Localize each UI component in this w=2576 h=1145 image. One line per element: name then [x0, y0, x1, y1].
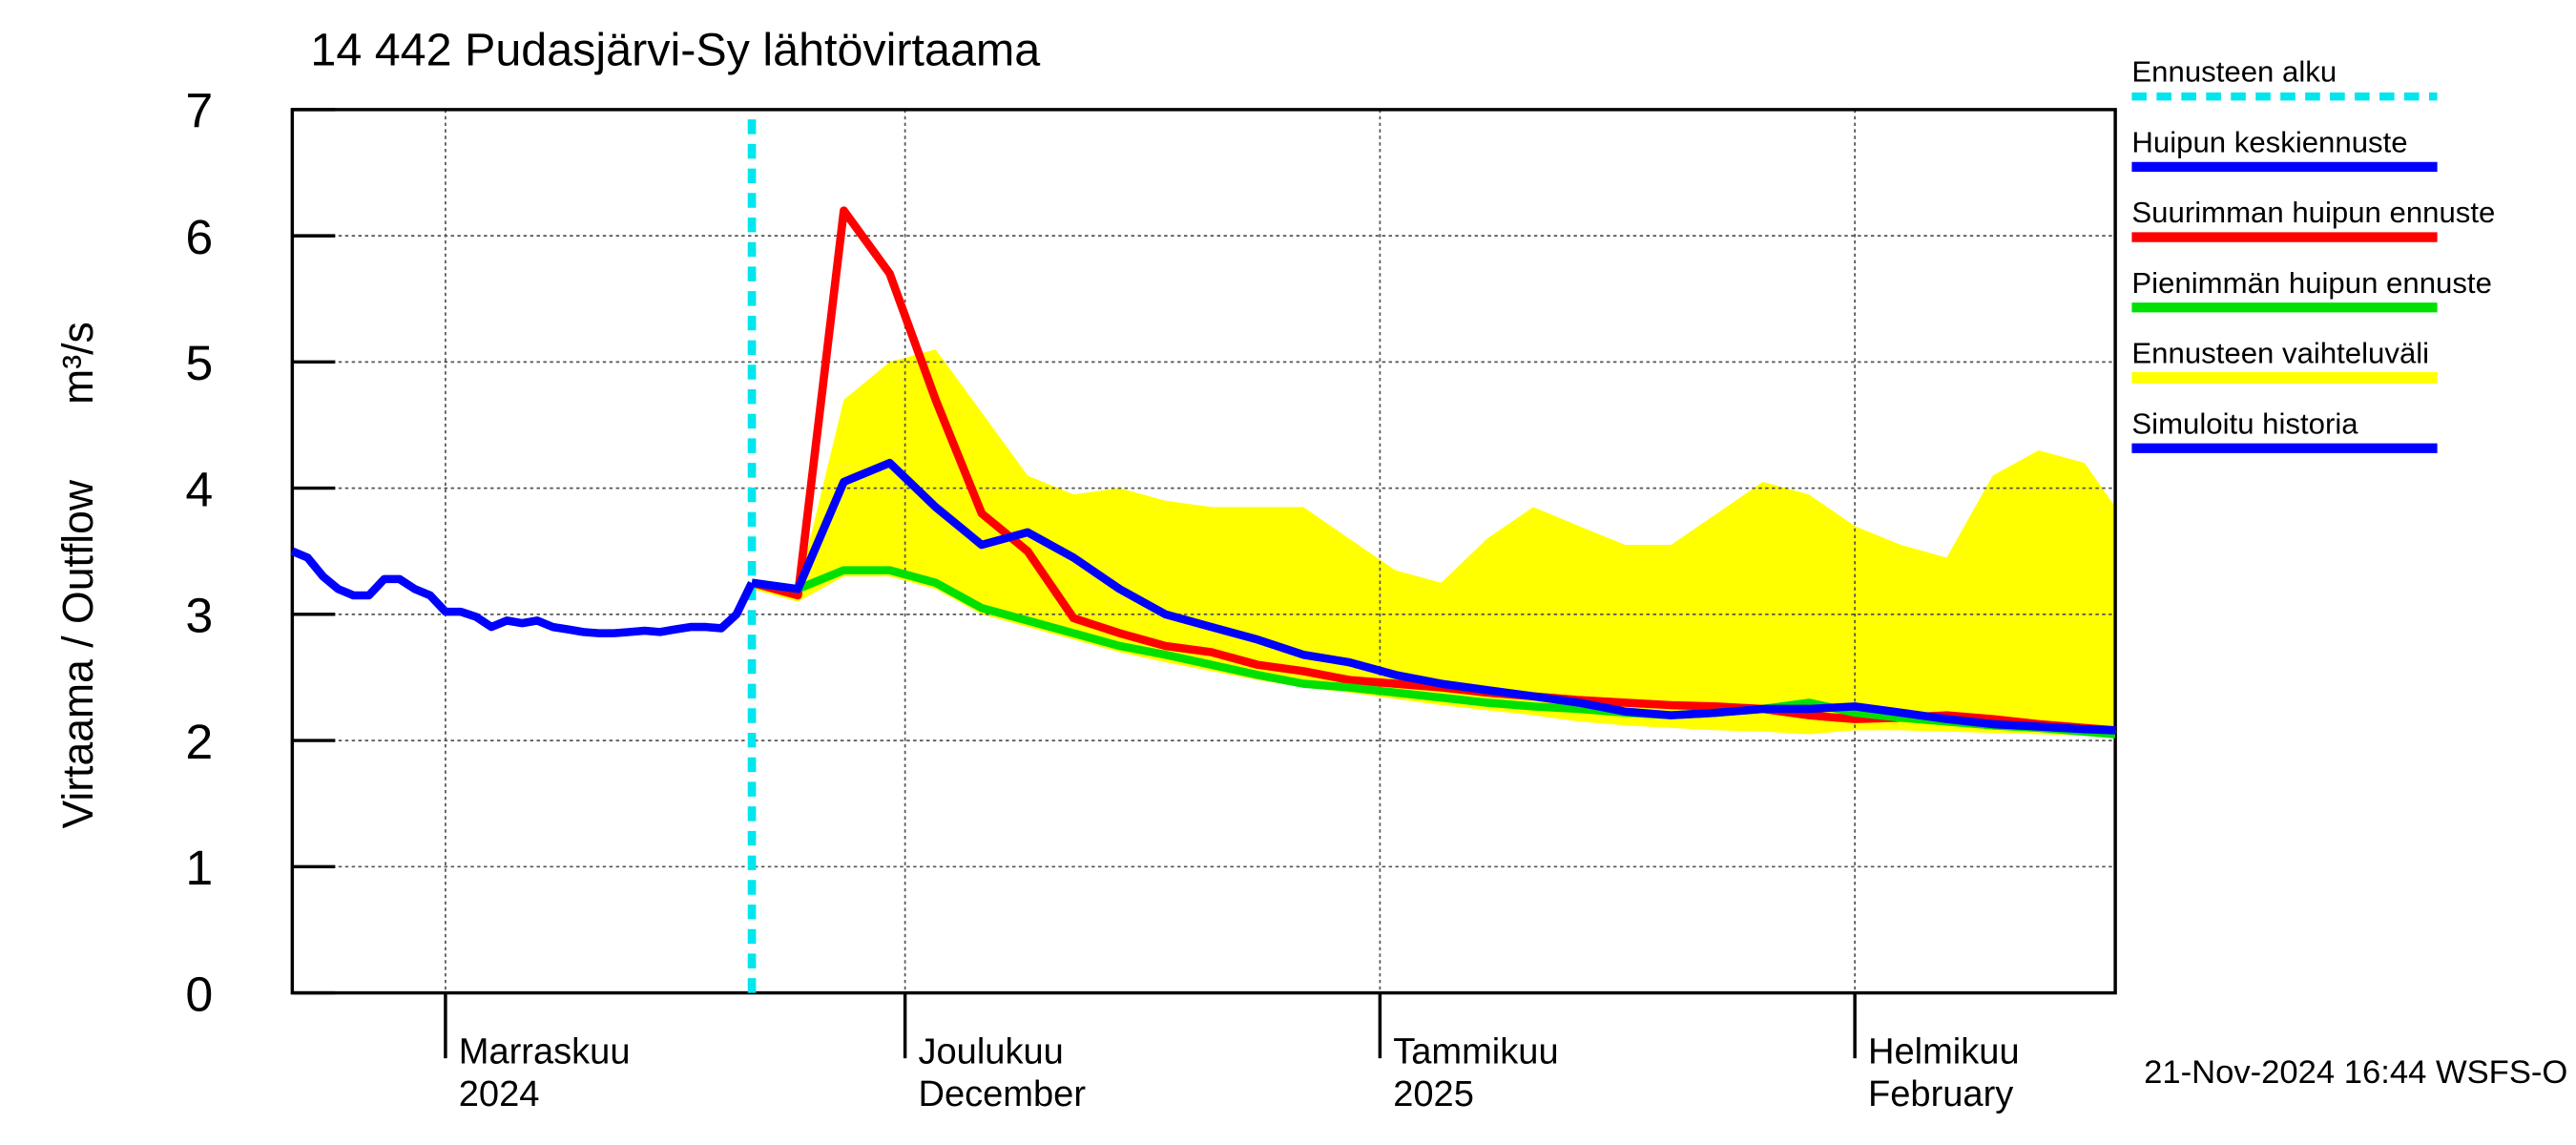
x-tick-sublabel: February — [1868, 1074, 2013, 1114]
y-tick-label: 7 — [185, 83, 213, 138]
x-tick-label: Joulukuu — [918, 1031, 1063, 1072]
y-axis-unit: m³/s — [54, 322, 102, 405]
series-line — [290, 547, 756, 637]
series-line — [751, 458, 2116, 735]
y-tick-label: 1 — [185, 840, 213, 895]
legend-label: Pienimmän huipun ennuste — [2131, 266, 2491, 300]
y-tick-label: 4 — [185, 462, 213, 517]
y-tick-label: 6 — [185, 209, 213, 264]
x-tick-sublabel: 2025 — [1393, 1074, 1474, 1114]
x-tick-label: Tammikuu — [1393, 1031, 1558, 1072]
legend-label: Ennusteen vaihteluväli — [2131, 337, 2429, 370]
footer: 21-Nov-2024 16:44 WSFS-O — [2144, 1054, 2567, 1091]
legend-label: Ennusteen alku — [2131, 55, 2337, 89]
chart-title: 14 442 Pudasjärvi-Sy lähtövirtaama — [310, 25, 1040, 76]
x-tick-sublabel: December — [918, 1074, 1086, 1114]
y-tick-label: 3 — [185, 588, 213, 643]
legend-label: Suurimman huipun ennuste — [2131, 196, 2495, 229]
legend-label: Huipun keskiennuste — [2131, 126, 2407, 159]
y-tick-label: 2 — [185, 714, 213, 769]
x-tick-label: Helmikuu — [1868, 1031, 2020, 1072]
x-tick-label: Marraskuu — [459, 1031, 631, 1072]
legend-label: Simuloitu historia — [2131, 406, 2358, 440]
x-tick-sublabel: 2024 — [459, 1074, 540, 1114]
y-axis-label: Virtaama / Outflow — [54, 479, 102, 828]
y-tick-label: 5 — [185, 335, 213, 390]
series-line — [751, 566, 2116, 739]
y-tick-label: 0 — [185, 967, 213, 1022]
